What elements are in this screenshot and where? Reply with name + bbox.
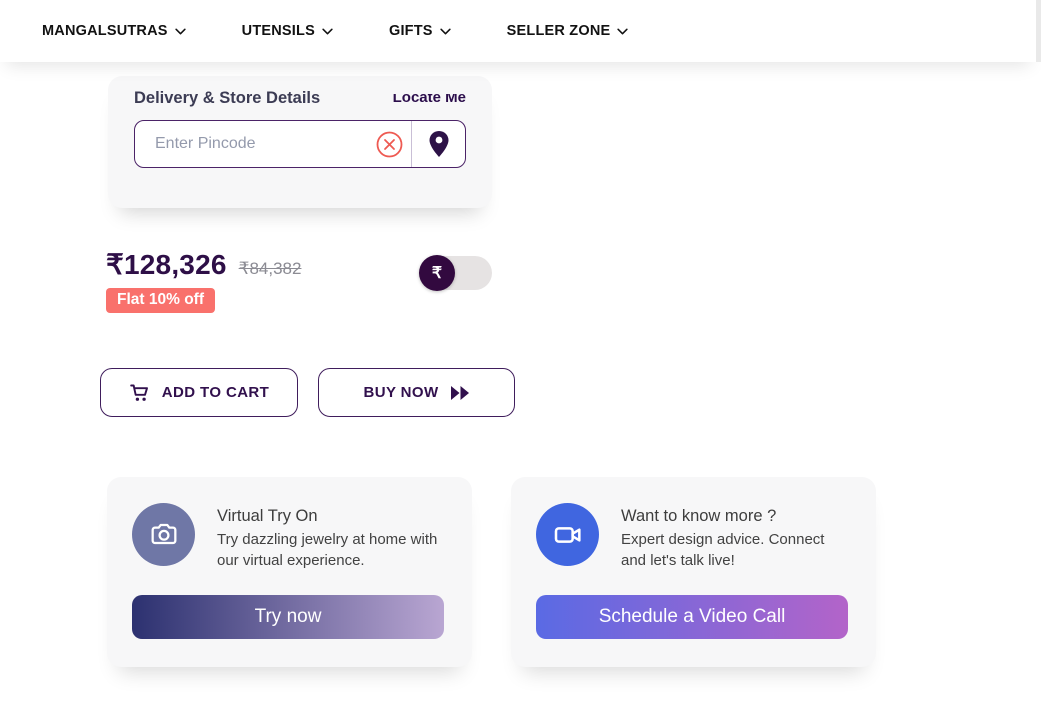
card-texts: Want to know more ? Expert design advice…	[621, 503, 851, 571]
camera-icon	[151, 523, 176, 544]
nav-item-mangalsutras[interactable]: MANGALSUTRAS	[42, 23, 186, 39]
card-header: Virtual Try On Try dazzling jewelry at h…	[132, 503, 447, 571]
pincode-field-group	[134, 120, 466, 168]
virtual-try-on-card: Virtual Try On Try dazzling jewelry at h…	[107, 477, 472, 667]
video-icon-circle	[536, 503, 599, 566]
camera-icon-circle	[132, 503, 195, 566]
card-description: Try dazzling jewelry at home with our vi…	[217, 531, 438, 569]
original-price: ₹84,382	[238, 259, 302, 278]
delivery-store-card: Delivery & Store Details Locate Me	[108, 76, 492, 208]
delivery-title: Delivery & Store Details	[134, 89, 321, 107]
price-row: ₹128,326 ₹84,382	[106, 248, 301, 281]
add-to-cart-button[interactable]: ADD TO CART	[100, 368, 298, 417]
nav-item-label: SELLER ZONE	[506, 23, 611, 39]
clear-circle-icon	[376, 131, 402, 157]
card-texts: Virtual Try On Try dazzling jewelry at h…	[217, 503, 447, 571]
locate-me-clip: Locate Me	[393, 94, 466, 108]
fast-forward-icon	[450, 385, 469, 400]
delivery-card-header: Delivery & Store Details Locate Me	[134, 89, 466, 108]
currency-toggle[interactable]: ₹	[419, 255, 492, 291]
try-now-button[interactable]: Try now	[132, 595, 444, 639]
cart-icon	[129, 384, 148, 401]
buy-now-button[interactable]: BUY NOW	[318, 368, 515, 417]
add-to-cart-label: ADD TO CART	[161, 384, 270, 401]
card-description: Expert design advice. Connect and let's …	[621, 531, 825, 569]
nav-item-label: MANGALSUTRAS	[42, 23, 168, 39]
chevron-down-icon	[322, 28, 333, 34]
nav-item-label: GIFTS	[388, 23, 433, 39]
card-title: Virtual Try On	[217, 507, 318, 525]
rupee-icon: ₹	[419, 255, 455, 291]
chevron-down-icon	[440, 28, 451, 34]
card-title: Want to know more ?	[621, 507, 777, 525]
card-header: Want to know more ? Expert design advice…	[536, 503, 851, 571]
locate-me-link[interactable]: Locate Me	[392, 94, 466, 106]
schedule-video-call-button[interactable]: Schedule a Video Call	[536, 595, 848, 639]
video-camera-icon	[554, 526, 581, 543]
locate-pin-button[interactable]	[411, 121, 465, 167]
buy-now-label: BUY NOW	[363, 384, 439, 401]
current-price: ₹128,326	[106, 249, 227, 280]
chevron-down-icon	[174, 28, 186, 34]
nav-item-gifts[interactable]: GIFTS	[389, 23, 451, 39]
nav-item-utensils[interactable]: UTENSILS	[242, 23, 333, 39]
location-pin-icon	[429, 131, 448, 157]
nav-item-label: UTENSILS	[241, 23, 315, 39]
top-navbar: MANGALSUTRAS UTENSILS GIFTS SELLER ZONE	[0, 0, 1036, 62]
discount-badge: Flat 10% off	[106, 288, 215, 313]
nav-item-seller-zone[interactable]: SELLER ZONE	[507, 23, 629, 39]
clear-pincode-button[interactable]	[367, 121, 411, 167]
scrollbar-track[interactable]	[1036, 0, 1041, 62]
pincode-input[interactable]	[135, 121, 367, 167]
video-call-card: Want to know more ? Expert design advice…	[511, 477, 876, 667]
chevron-down-icon	[617, 28, 629, 34]
